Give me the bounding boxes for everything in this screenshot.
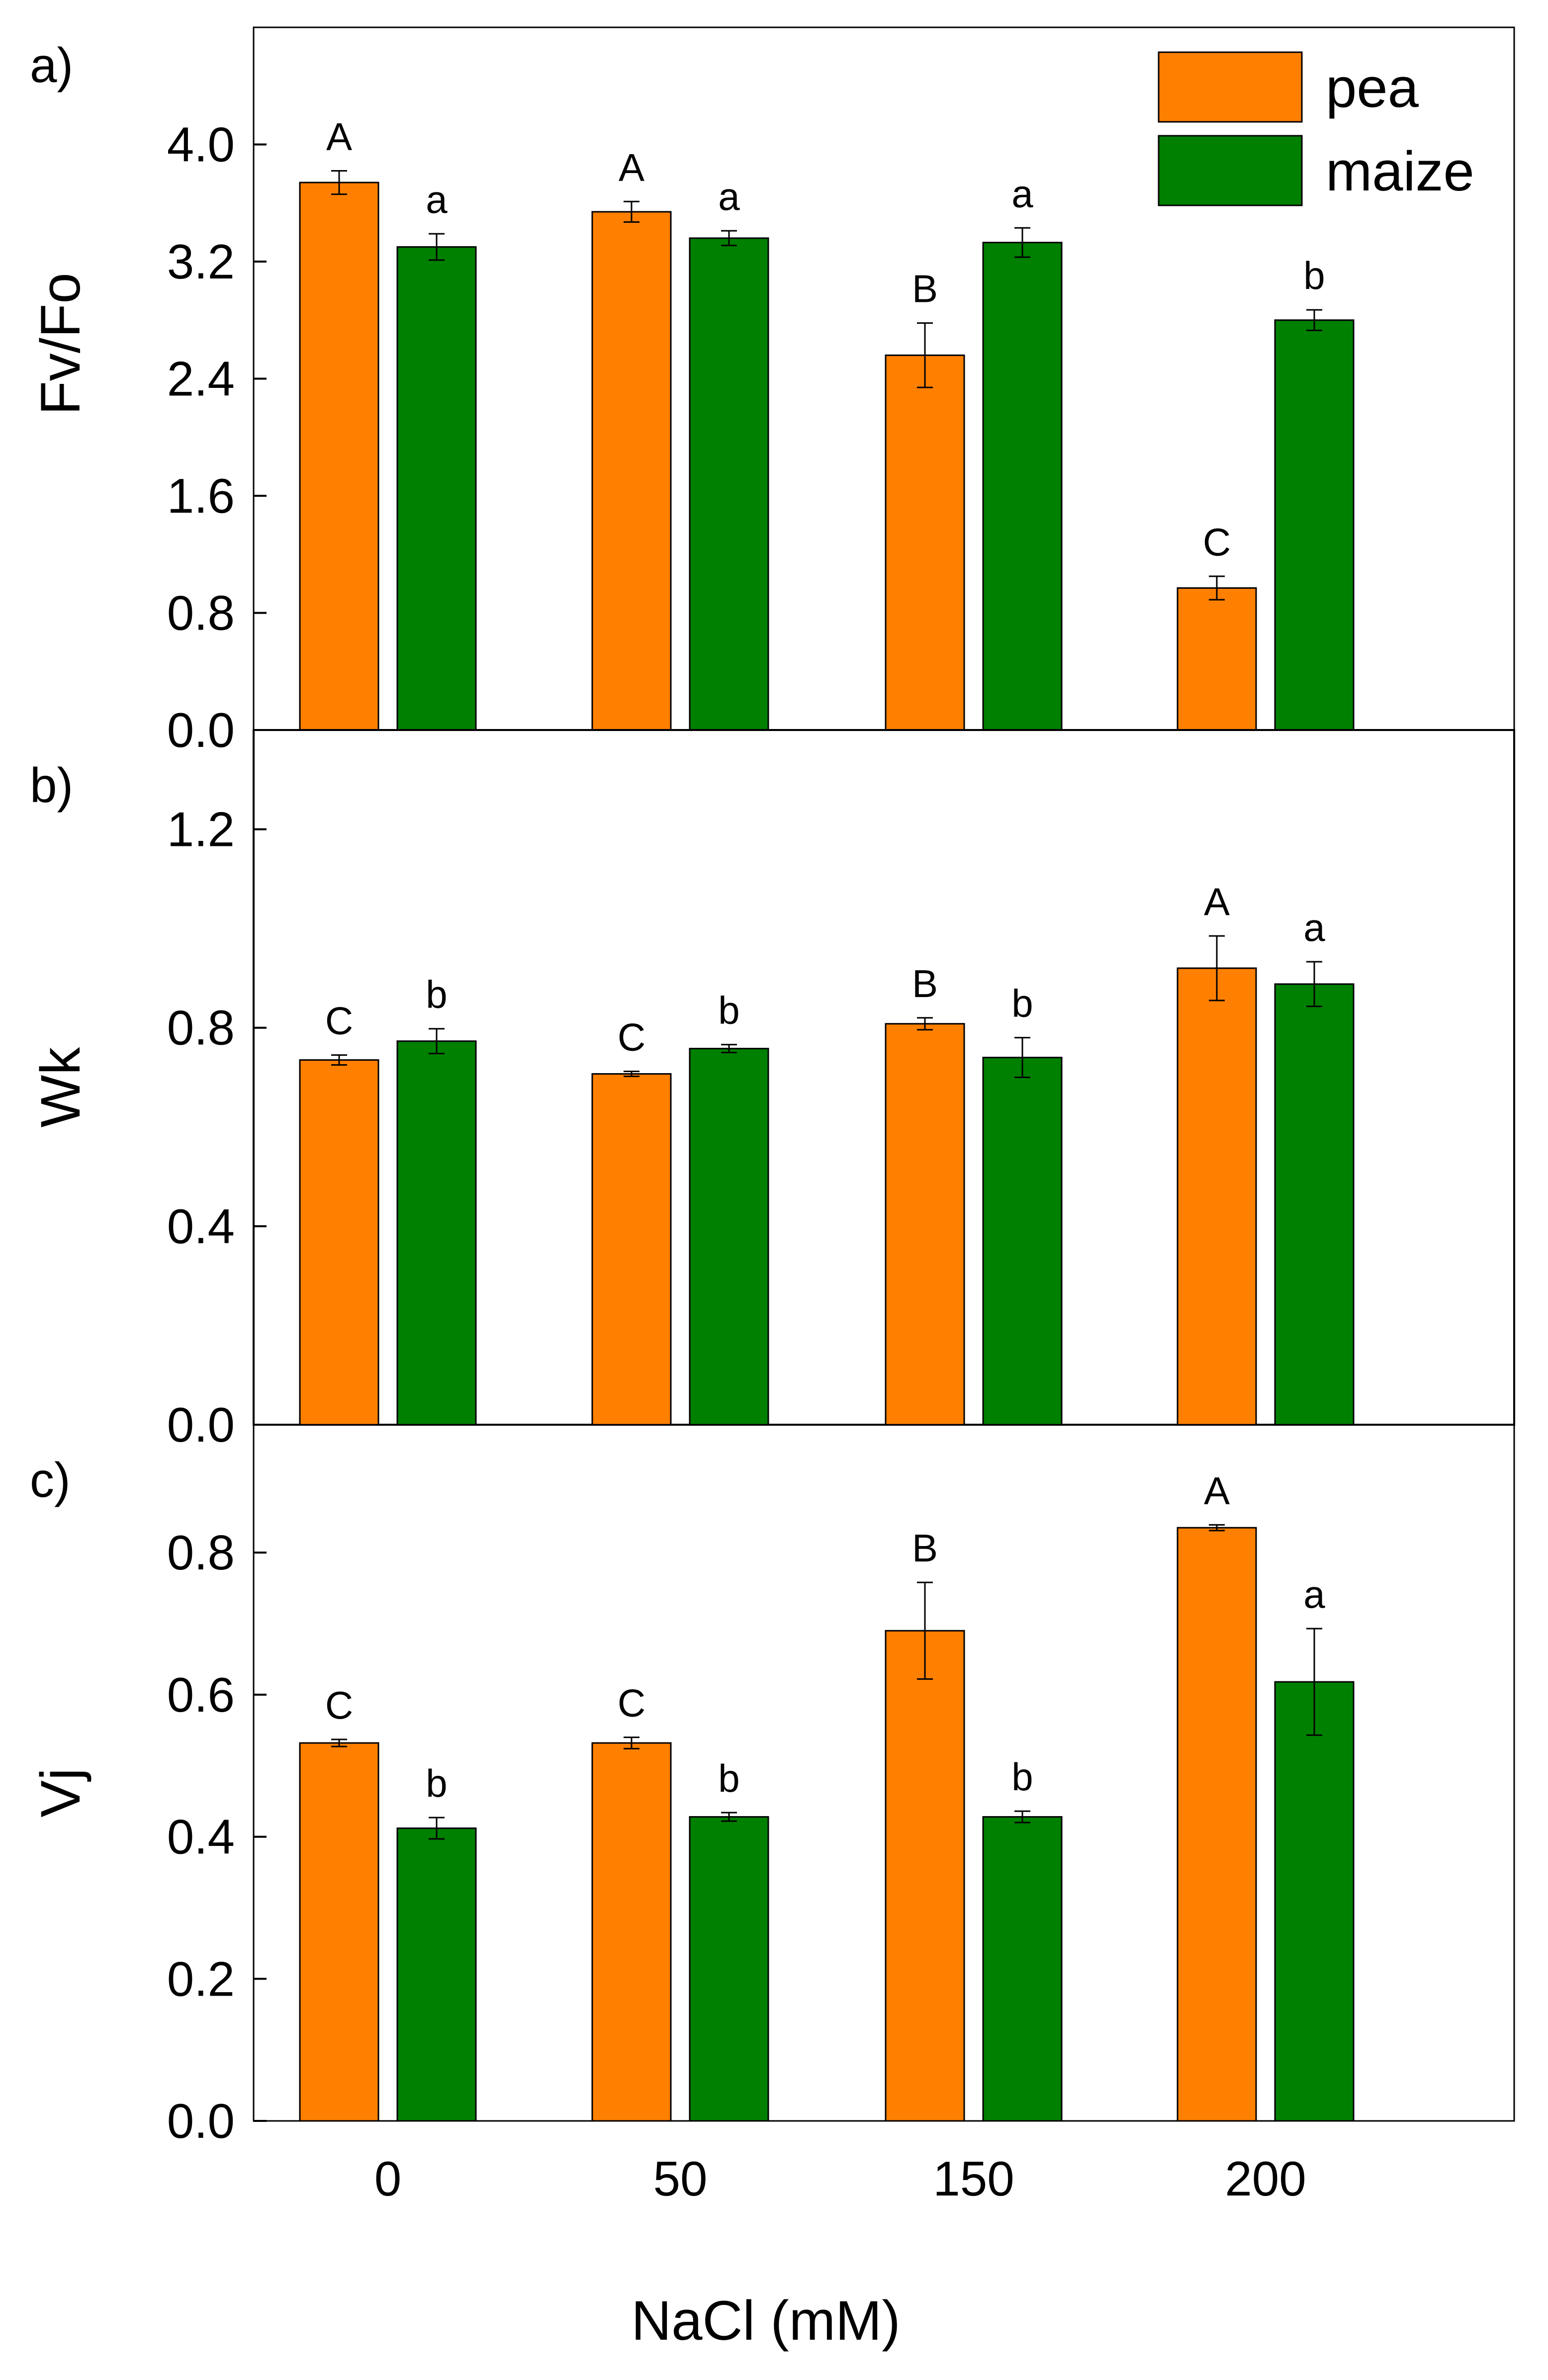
y-tick-label: 2.4 bbox=[167, 352, 235, 406]
y-axis-title: Wk bbox=[29, 1047, 91, 1128]
bar-maize-150 bbox=[982, 1816, 1063, 2122]
significance-label: a bbox=[1011, 172, 1033, 215]
significance-label: A bbox=[326, 114, 352, 158]
legend-label-maize: maize bbox=[1326, 140, 1474, 202]
legend: pea maize bbox=[1158, 51, 1474, 206]
panel-frame bbox=[253, 1424, 1515, 2122]
bar-pea-50 bbox=[591, 1073, 672, 1426]
legend-label-pea: pea bbox=[1326, 57, 1419, 119]
bar-pea-200 bbox=[1177, 1527, 1257, 2122]
y-tick-label: 0.4 bbox=[167, 1810, 235, 1864]
significance-label: C bbox=[325, 999, 353, 1043]
bar-maize-50 bbox=[689, 1048, 769, 1426]
bar-maize-200 bbox=[1274, 1681, 1355, 2122]
y-tick-label: 0.0 bbox=[167, 1397, 235, 1452]
bar-maize-50 bbox=[689, 1816, 769, 2122]
bar-pea-0 bbox=[299, 1059, 379, 1426]
significance-label: b bbox=[718, 989, 739, 1032]
y-axis-title: Vj bbox=[29, 1768, 91, 1818]
significance-label: B bbox=[912, 1526, 938, 1570]
significance-label: C bbox=[1203, 520, 1231, 564]
significance-label: C bbox=[618, 1015, 645, 1059]
y-tick-label: 0.0 bbox=[167, 703, 235, 757]
significance-label: a bbox=[718, 175, 740, 218]
bar-pea-0 bbox=[299, 1742, 379, 2122]
bar-maize-0 bbox=[396, 1040, 477, 1426]
bar-maize-0 bbox=[396, 1827, 477, 2122]
x-tick-label: 200 bbox=[1225, 2151, 1306, 2206]
bar-pea-150 bbox=[885, 1630, 965, 2122]
y-tick-label: 0.6 bbox=[167, 1667, 235, 1722]
bar-pea-50 bbox=[591, 1742, 672, 2122]
significance-label: a bbox=[1303, 1572, 1325, 1616]
x-tick-label: 50 bbox=[653, 2151, 707, 2206]
significance-label: B bbox=[912, 962, 938, 1006]
bar-maize-200 bbox=[1274, 983, 1355, 1426]
bar-maize-200 bbox=[1274, 319, 1355, 731]
bar-pea-150 bbox=[885, 354, 965, 731]
significance-label: C bbox=[325, 1683, 353, 1727]
bar-pea-200 bbox=[1177, 587, 1257, 731]
y-tick-label: 0.8 bbox=[167, 1001, 235, 1055]
panel-label: a) bbox=[30, 38, 73, 92]
significance-label: b bbox=[1011, 982, 1033, 1025]
significance-label: A bbox=[1204, 880, 1230, 923]
panel-label: b) bbox=[30, 758, 73, 813]
y-tick-label: 0.2 bbox=[167, 1951, 235, 2006]
x-tick-label: 150 bbox=[933, 2151, 1014, 2206]
y-tick-label: 1.6 bbox=[167, 468, 235, 523]
bar-maize-150 bbox=[982, 242, 1063, 731]
x-tick-label: 0 bbox=[374, 2151, 402, 2206]
significance-label: b bbox=[1303, 254, 1325, 297]
significance-label: a bbox=[1303, 906, 1325, 949]
bar-maize-50 bbox=[689, 237, 769, 731]
bar-pea-150 bbox=[885, 1023, 965, 1426]
panel-vj: 0.0 0.2 0.4 0.6 0.8 Vj c) C C B Ab b b a bbox=[29, 1424, 1515, 2148]
x-axis: 0 50 150 200 bbox=[374, 2151, 1306, 2206]
bar-pea-0 bbox=[299, 182, 379, 731]
significance-label: a bbox=[426, 178, 448, 221]
bar-pea-50 bbox=[591, 211, 672, 731]
significance-label: A bbox=[619, 145, 644, 189]
significance-label: A bbox=[1204, 1468, 1230, 1512]
bar-maize-150 bbox=[982, 1057, 1063, 1426]
x-axis-title: NaCl (mM) bbox=[631, 2289, 900, 2352]
bar-pea-200 bbox=[1177, 967, 1257, 1426]
y-tick-label: 3.2 bbox=[167, 234, 235, 289]
significance-label: b bbox=[426, 1761, 447, 1805]
legend-swatch-pea bbox=[1158, 51, 1303, 123]
legend-swatch-maize bbox=[1158, 135, 1303, 206]
panel-fv-fo: 0.0 0.8 1.6 2.4 3.2 4.0 Fv/Fo a) A A B Ca a a b bbox=[29, 26, 1515, 757]
y-tick-label: 1.2 bbox=[167, 802, 235, 857]
significance-label: b bbox=[718, 1756, 739, 1800]
significance-label: b bbox=[426, 973, 447, 1016]
y-tick-label: 0.8 bbox=[167, 1525, 235, 1580]
y-tick-label: 0.8 bbox=[167, 586, 235, 641]
y-tick-label: 4.0 bbox=[167, 117, 235, 172]
significance-label: b bbox=[1011, 1755, 1033, 1799]
panel-label: c) bbox=[30, 1453, 71, 1507]
y-tick-label: 0.0 bbox=[167, 2094, 235, 2148]
significance-label: C bbox=[618, 1681, 645, 1725]
y-tick-label: 0.4 bbox=[167, 1199, 235, 1254]
panel-wk: 0.0 0.4 0.8 1.2 Wk b) C C B Ab b b a bbox=[29, 729, 1515, 1452]
y-axis-title: Fv/Fo bbox=[29, 273, 91, 415]
significance-label: B bbox=[912, 267, 938, 311]
bar-maize-0 bbox=[396, 246, 477, 731]
